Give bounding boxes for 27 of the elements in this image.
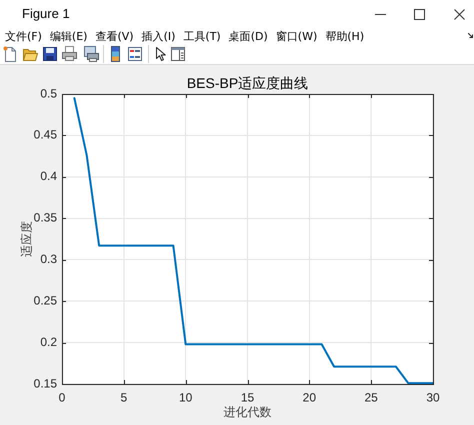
y-tick-label: 0.3 <box>40 252 58 266</box>
x-axis-title: 进化代数 <box>224 404 272 419</box>
x-tick-label: 15 <box>240 390 254 405</box>
x-tick-label: 0 <box>58 390 66 405</box>
y-tick-label: 0.15 <box>34 376 58 390</box>
chart-title: BES-BP适应度曲线 <box>186 74 308 91</box>
y-tick-label: 0.45 <box>34 128 58 142</box>
x-tick-label: 5 <box>120 390 128 405</box>
text: 编辑(E) <box>50 29 88 44</box>
text: 插入(I) <box>142 29 176 44</box>
x-tick-label: 10 <box>178 390 193 405</box>
y-tick-label: 0.4 <box>40 169 58 184</box>
y-tick-label: 0.2 <box>40 334 58 349</box>
text: 文件(F) <box>5 29 42 44</box>
text: 工具(T) <box>183 29 221 44</box>
x-tick-label: 20 <box>302 390 316 405</box>
text: 查看(V) <box>95 29 134 44</box>
text: 窗口(W) <box>276 29 318 44</box>
caption: Figure 1 <box>22 6 70 22</box>
x-tick-label: 30 <box>426 390 440 405</box>
y-axis-title: 适应度 <box>19 221 34 257</box>
x-tick-label: 25 <box>364 390 378 405</box>
y-tick-label: 0.25 <box>34 293 58 308</box>
y-tick-label: 0.35 <box>34 210 58 225</box>
y-tick-label: 0.5 <box>40 86 58 100</box>
text: 帮助(H) <box>325 29 364 44</box>
text: 桌面(D) <box>228 29 268 44</box>
